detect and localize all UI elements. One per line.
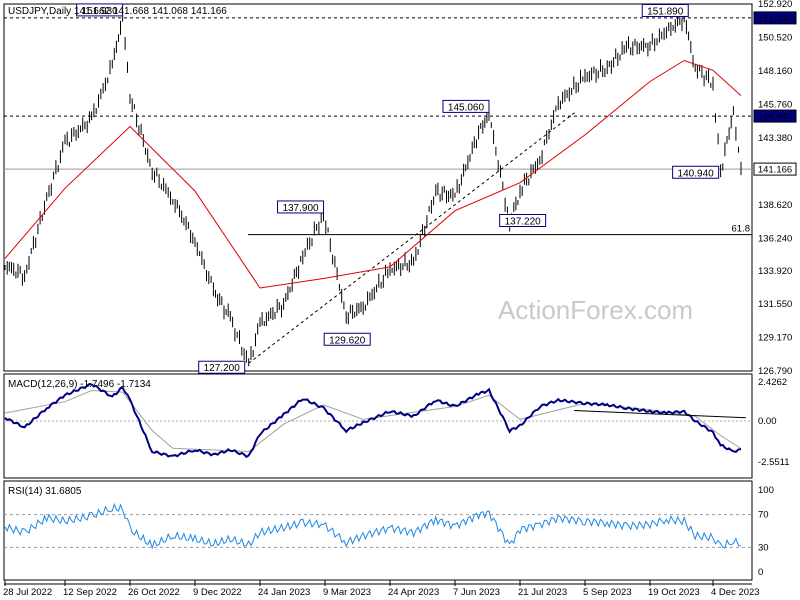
axis-level-label: 151.930 [758, 13, 792, 24]
annotation-box [641, 3, 689, 17]
fib-label: 61.8 [732, 224, 751, 235]
annotation-box [76, 3, 124, 17]
annotation-label: 127.200 [204, 363, 241, 374]
price-axis-label: 129.170 [758, 333, 792, 344]
axis-level-box [753, 11, 797, 25]
x-axis-label: 4 Dec 2023 [711, 587, 760, 598]
x-axis-label: 24 Apr 2023 [388, 587, 439, 598]
rsi-axis-label: 70 [758, 510, 769, 521]
annotation-label: 140.940 [678, 168, 715, 179]
annotation-label: 151.930 [82, 6, 119, 17]
macd-axis-label: -2.5511 [758, 457, 790, 468]
price-axis-label: 131.550 [758, 299, 792, 310]
axis-level-box [753, 109, 797, 123]
annotation-label: 145.060 [448, 102, 485, 113]
price-axis-label: 145.760 [758, 100, 792, 111]
axis-level-label: 144.940 [758, 112, 792, 123]
annotation-box [323, 332, 371, 346]
x-axis-label: 9 Mar 2023 [323, 587, 371, 598]
price-axis-label: 138.620 [758, 200, 792, 211]
macd-pane [3, 373, 753, 479]
watermark: ActionForex.com [498, 295, 693, 325]
annotation-label: 137.220 [505, 217, 542, 228]
price-pane [3, 3, 753, 372]
macd-axis-label: 0.00 [758, 416, 777, 427]
x-axis-label: 28 Jul 2022 [3, 587, 52, 598]
rsi-axis-label: 0 [758, 567, 763, 578]
x-axis-label: 24 Jan 2023 [258, 587, 310, 598]
x-axis-label: 19 Oct 2023 [648, 587, 700, 598]
price-axis-label: 136.240 [758, 233, 792, 244]
x-axis-label: 12 Sep 2022 [63, 587, 117, 598]
annotation-label: 129.620 [329, 335, 366, 346]
macd-line [4, 383, 742, 459]
x-axis-label: 21 Jul 2023 [518, 587, 567, 598]
x-axis-label: 5 Sep 2023 [583, 587, 632, 598]
annotation-label: 137.900 [282, 203, 319, 214]
price-axis-label: 143.380 [758, 133, 792, 144]
axis-level-label: 141.166 [758, 165, 792, 176]
annotation-box [198, 360, 246, 374]
x-axis-label: 26 Oct 2022 [128, 587, 180, 598]
axis-level-box [753, 162, 797, 176]
annotation-box [277, 200, 325, 214]
moving-average-line [4, 59, 742, 289]
x-axis-label: 9 Dec 2022 [193, 587, 242, 598]
rsi-line [4, 502, 742, 550]
price-title: USDJPY,Daily 141.662 141.668 141.068 141… [8, 6, 227, 17]
macd-title: MACD(12,26,9) -1.7496 -1.7134 [8, 379, 151, 390]
support-trendline [248, 112, 576, 364]
rsi-axis-label: 100 [758, 485, 774, 496]
price-axis-label: 126.790 [758, 366, 792, 377]
annotation-box [499, 214, 547, 228]
macd-trendline [573, 410, 747, 419]
rsi-title: RSI(14) 31.6805 [8, 486, 82, 497]
annotation-box [442, 99, 490, 113]
macd-axis-label: 2.4262 [758, 377, 787, 388]
x-axis-label: 7 Jun 2023 [453, 587, 500, 598]
annotation-box [672, 165, 720, 179]
annotation-label: 151.890 [647, 6, 684, 17]
price-axis-label: 148.160 [758, 66, 792, 77]
rsi-pane [3, 480, 753, 581]
price-axis-label: 133.920 [758, 266, 792, 277]
rsi-axis-label: 30 [758, 542, 769, 553]
price-axis-label: 152.920 [758, 0, 792, 10]
price-axis-label: 150.520 [758, 33, 792, 44]
